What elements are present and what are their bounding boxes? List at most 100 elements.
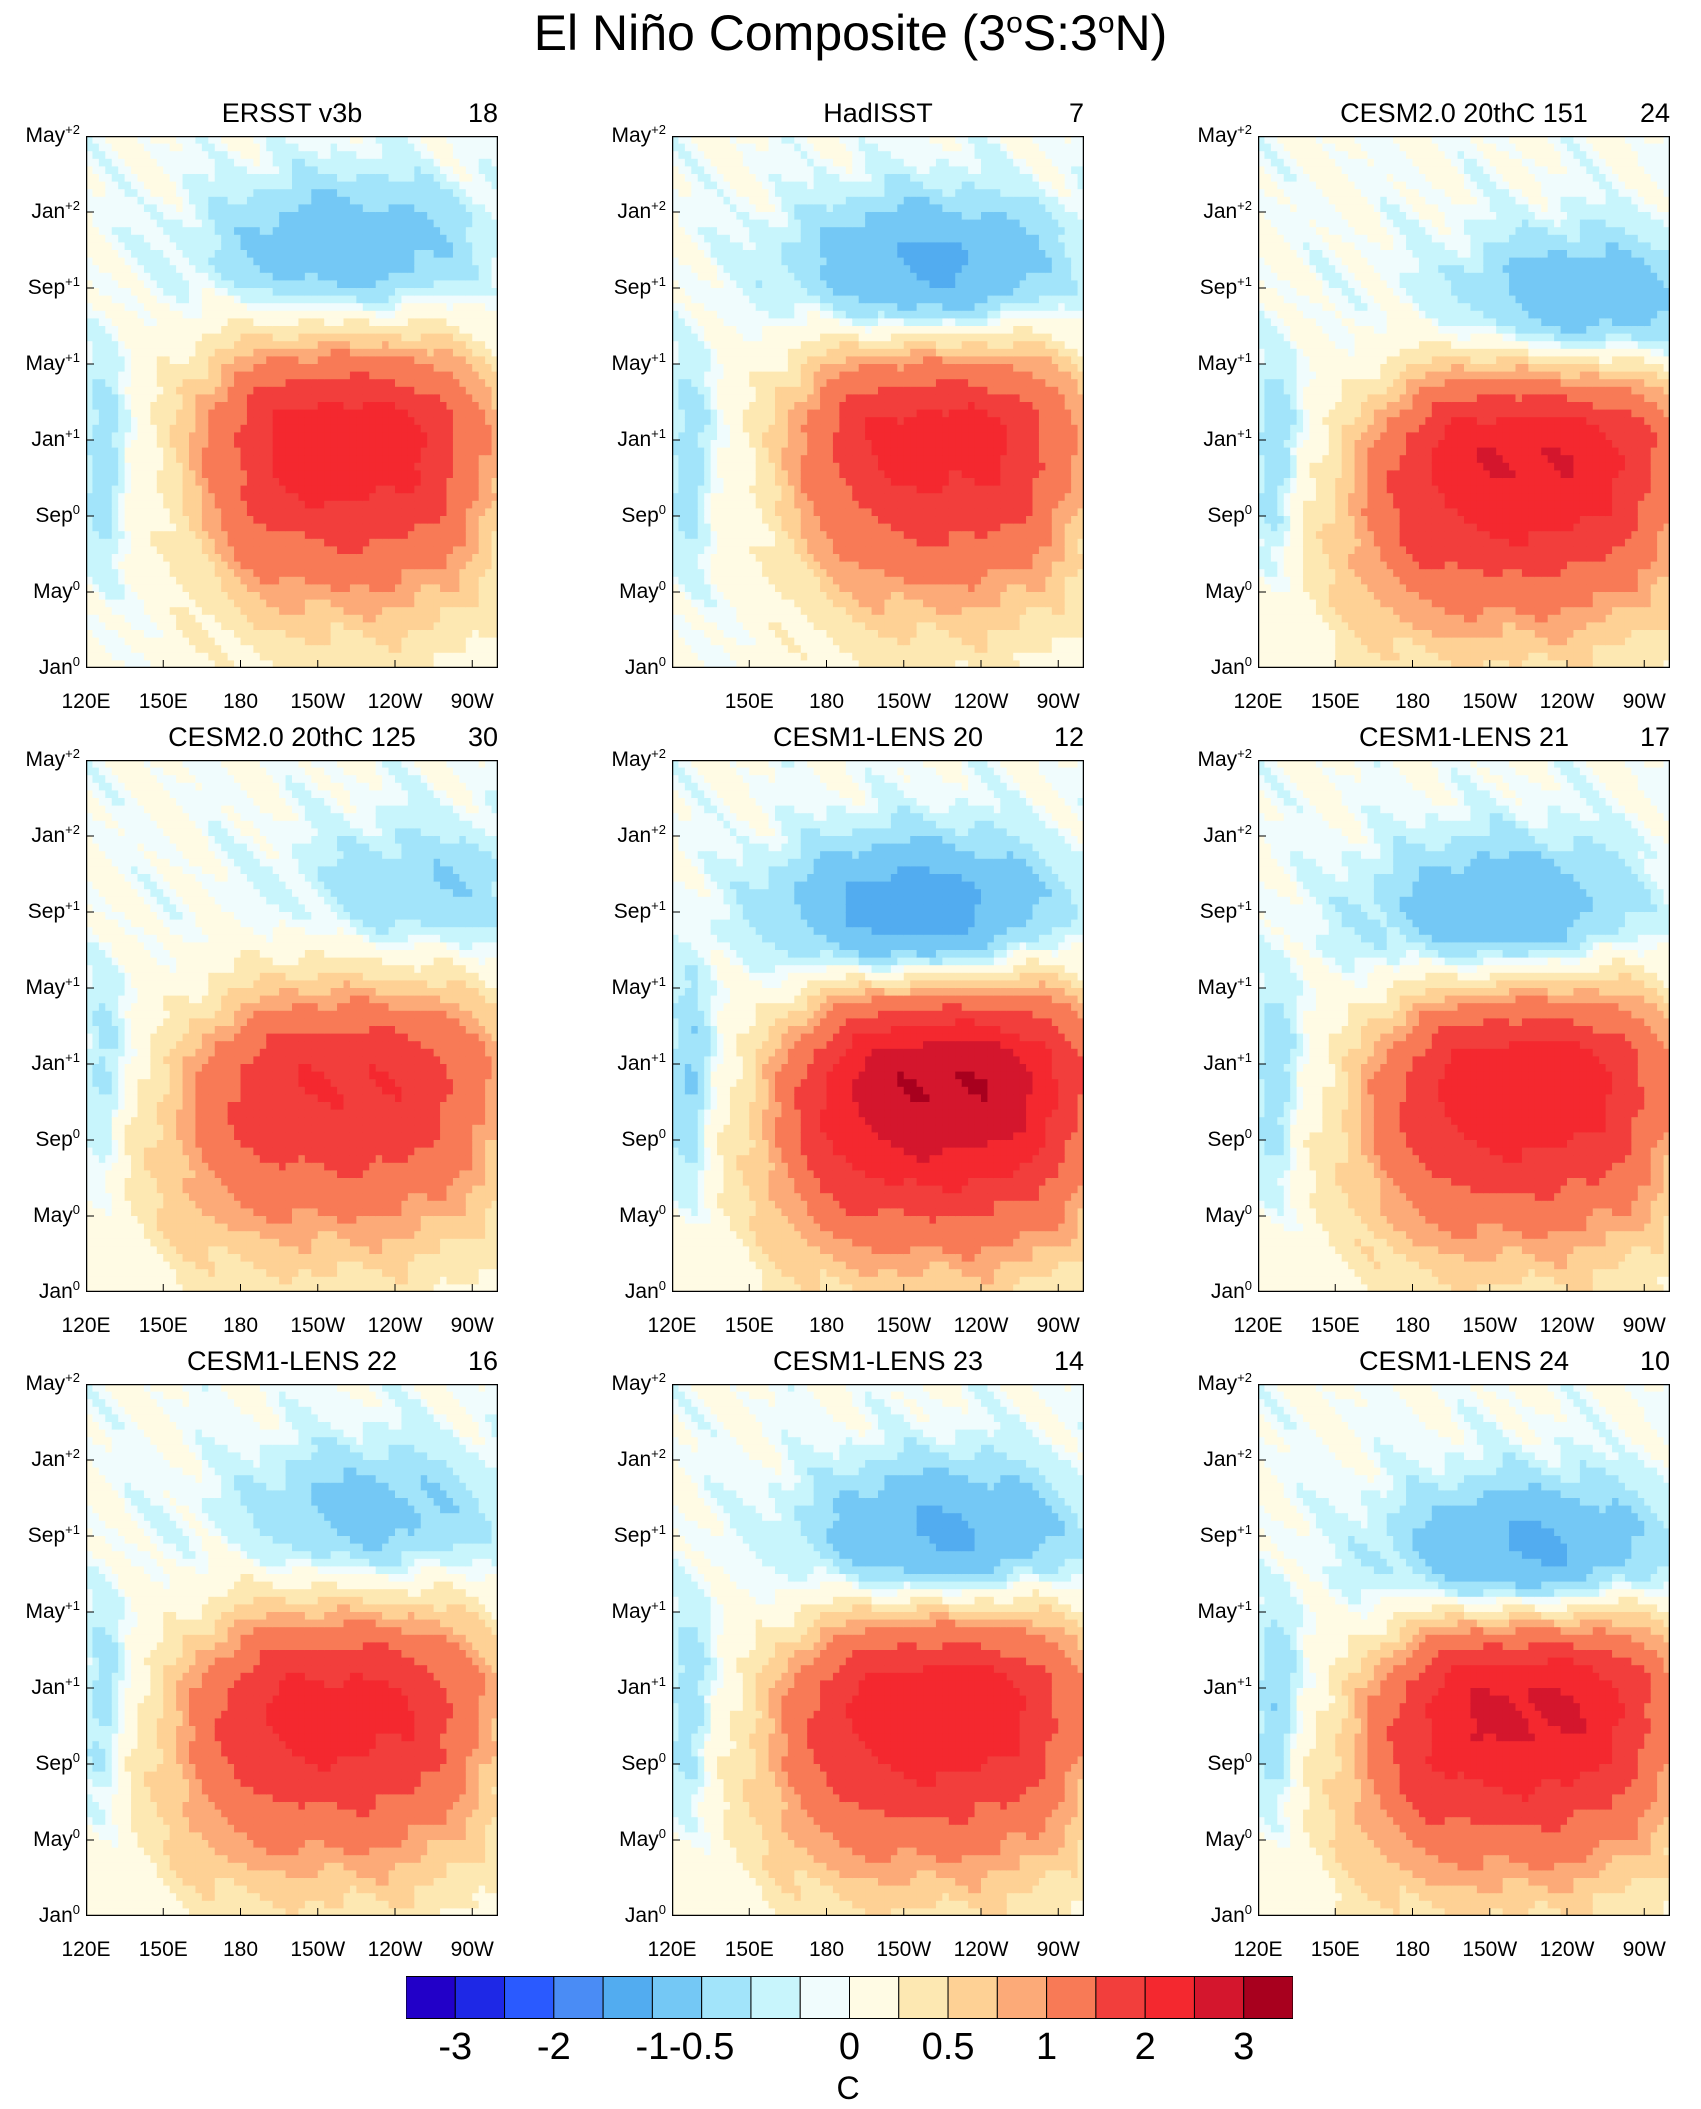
anomaly-cell	[272, 523, 280, 532]
anomaly-cell	[221, 538, 229, 547]
anomaly-cell	[266, 630, 274, 639]
anomaly-cell	[189, 265, 197, 274]
anomaly-cell	[356, 531, 364, 540]
anomaly-cell	[420, 379, 428, 388]
anomaly-cell	[697, 607, 705, 616]
anomaly-cell	[150, 341, 158, 350]
anomaly-cell	[691, 592, 699, 601]
anomaly-cell	[478, 561, 486, 570]
anomaly-cell	[401, 181, 409, 190]
anomaly-cell	[440, 417, 448, 426]
anomaly-cell	[156, 242, 164, 251]
anomaly-cell	[440, 440, 448, 449]
anomaly-cell	[240, 295, 248, 304]
anomaly-cell	[118, 326, 126, 335]
anomaly-cell	[343, 333, 351, 342]
anomaly-cell	[356, 409, 364, 418]
anomaly-cell	[86, 136, 94, 145]
anomaly-cell	[433, 234, 441, 243]
anomaly-cell	[420, 204, 428, 213]
anomaly-cell	[356, 386, 364, 395]
anomaly-cell	[414, 500, 422, 509]
anomaly-cell	[189, 212, 197, 221]
anomaly-cell	[452, 432, 460, 441]
anomaly-cell	[382, 592, 390, 601]
anomaly-cell	[285, 614, 293, 623]
anomaly-cell	[240, 303, 248, 312]
anomaly-cell	[407, 409, 415, 418]
anomaly-cell	[472, 333, 480, 342]
anomaly-cell	[465, 576, 473, 585]
anomaly-cell	[485, 288, 493, 297]
anomaly-cell	[272, 455, 280, 464]
anomaly-cell	[169, 569, 177, 578]
anomaly-cell	[433, 394, 441, 403]
anomaly-cell	[311, 288, 319, 297]
anomaly-cell	[311, 318, 319, 327]
anomaly-cell	[156, 257, 164, 266]
anomaly-cell	[272, 394, 280, 403]
anomaly-cell	[407, 440, 415, 449]
anomaly-cell	[433, 432, 441, 441]
anomaly-cell	[105, 196, 113, 205]
anomaly-cell	[710, 576, 718, 585]
anomaly-cell	[143, 272, 151, 281]
anomaly-cell	[678, 417, 686, 426]
anomaly-cell	[92, 310, 100, 319]
anomaly-cell	[349, 417, 357, 426]
anomaly-cell	[169, 143, 177, 152]
anomaly-cell	[111, 204, 119, 213]
anomaly-cell	[240, 493, 248, 502]
anomaly-cell	[440, 538, 448, 547]
anomaly-cell	[388, 356, 396, 365]
anomaly-cell	[324, 219, 332, 228]
anomaly-cell	[388, 234, 396, 243]
anomaly-cell	[98, 158, 106, 167]
anomaly-cell	[491, 242, 498, 251]
anomaly-cell	[672, 143, 680, 152]
anomaly-cell	[156, 219, 164, 228]
anomaly-cell	[92, 614, 100, 623]
anomaly-cell	[259, 516, 267, 525]
anomaly-cell	[485, 280, 493, 289]
anomaly-cell	[478, 417, 486, 426]
anomaly-cell	[684, 386, 692, 395]
anomaly-cell	[234, 333, 242, 342]
anomaly-cell	[240, 516, 248, 525]
anomaly-cell	[382, 288, 390, 297]
anomaly-cell	[195, 181, 203, 190]
anomaly-cell	[195, 386, 203, 395]
anomaly-cell	[349, 227, 357, 236]
anomaly-cell	[156, 576, 164, 585]
anomaly-cell	[304, 326, 312, 335]
anomaly-cell	[678, 136, 686, 145]
anomaly-cell	[395, 599, 403, 608]
anomaly-cell	[337, 440, 345, 449]
anomaly-cell	[311, 341, 319, 350]
anomaly-cell	[317, 432, 325, 441]
anomaly-cell	[395, 493, 403, 502]
anomaly-cell	[176, 333, 184, 342]
anomaly-cell	[382, 348, 390, 357]
anomaly-cell	[201, 523, 209, 532]
anomaly-cell	[491, 630, 498, 639]
anomaly-cell	[266, 637, 274, 646]
anomaly-cell	[684, 174, 692, 183]
anomaly-cell	[710, 478, 718, 487]
anomaly-cell	[266, 204, 274, 213]
anomaly-cell	[92, 447, 100, 456]
anomaly-cell	[150, 614, 158, 623]
anomaly-cell	[317, 204, 325, 213]
anomaly-cell	[485, 250, 493, 259]
anomaly-cell	[452, 379, 460, 388]
anomaly-cell	[491, 523, 498, 532]
anomaly-cell	[266, 227, 274, 236]
anomaly-cell	[124, 257, 132, 266]
anomaly-cell	[356, 584, 364, 593]
anomaly-cell	[388, 493, 396, 502]
anomaly-cell	[349, 158, 357, 167]
anomaly-cell	[292, 660, 300, 668]
anomaly-cell	[176, 310, 184, 319]
anomaly-cell	[163, 333, 171, 342]
anomaly-cell	[285, 493, 293, 502]
